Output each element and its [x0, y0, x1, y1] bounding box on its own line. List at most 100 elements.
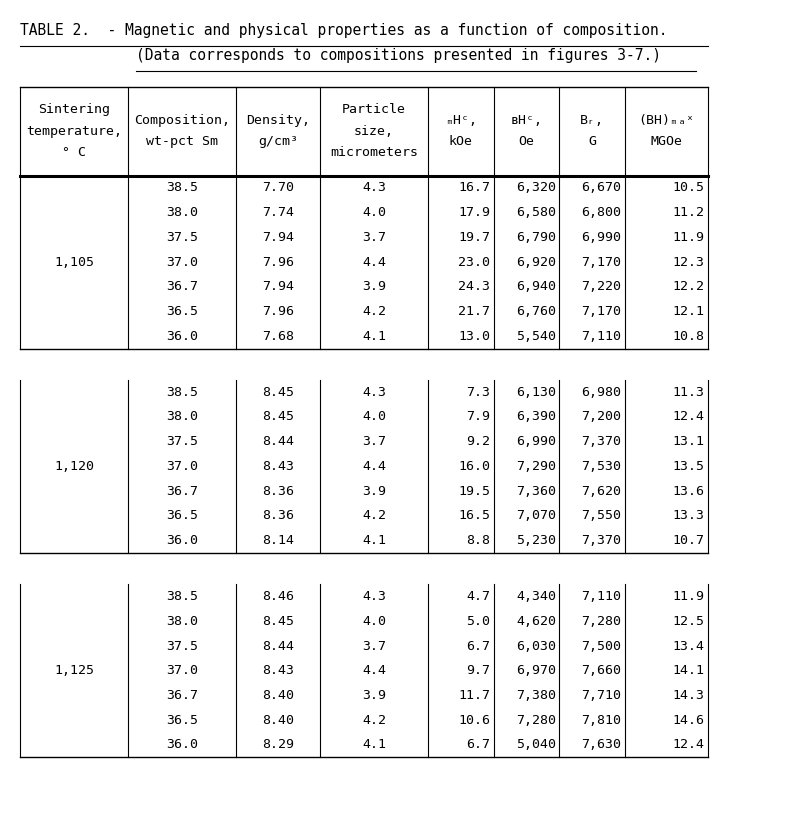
Text: 14.1: 14.1	[673, 664, 705, 677]
Text: Oe: Oe	[518, 135, 534, 148]
Text: 4.2: 4.2	[362, 509, 386, 522]
Text: 7,360: 7,360	[516, 485, 556, 498]
Text: 3.7: 3.7	[362, 435, 386, 448]
Text: 8.44: 8.44	[262, 435, 294, 448]
Text: 24.3: 24.3	[458, 280, 490, 293]
Text: 16.7: 16.7	[458, 181, 490, 194]
Text: 4.1: 4.1	[362, 330, 386, 343]
Text: 4.1: 4.1	[362, 534, 386, 547]
Text: 7.70: 7.70	[262, 181, 294, 194]
Text: 14.6: 14.6	[673, 714, 705, 727]
Text: 7,170: 7,170	[582, 305, 622, 318]
Text: 6,320: 6,320	[516, 181, 556, 194]
Text: 7.96: 7.96	[262, 255, 294, 269]
Text: 6,390: 6,390	[516, 410, 556, 424]
Text: 4.0: 4.0	[362, 615, 386, 628]
Text: 14.3: 14.3	[673, 689, 705, 702]
Text: 38.0: 38.0	[166, 615, 198, 628]
Text: 4.7: 4.7	[466, 590, 490, 603]
Text: 4.4: 4.4	[362, 664, 386, 677]
Text: 6,940: 6,940	[516, 280, 556, 293]
Text: g/cm³: g/cm³	[258, 135, 298, 148]
Text: 6,920: 6,920	[516, 255, 556, 269]
Text: 13.6: 13.6	[673, 485, 705, 498]
Text: 13.5: 13.5	[673, 460, 705, 473]
Text: 6,580: 6,580	[516, 206, 556, 219]
Text: 37.0: 37.0	[166, 255, 198, 269]
Text: 6,980: 6,980	[582, 386, 622, 399]
Text: 4.4: 4.4	[362, 460, 386, 473]
Text: 8.36: 8.36	[262, 509, 294, 522]
Text: 5,040: 5,040	[516, 738, 556, 751]
Text: 7,810: 7,810	[582, 714, 622, 727]
Text: 4.3: 4.3	[362, 590, 386, 603]
Text: 7,370: 7,370	[582, 435, 622, 448]
Text: 36.7: 36.7	[166, 485, 198, 498]
Text: 8.45: 8.45	[262, 410, 294, 424]
Text: 6,800: 6,800	[582, 206, 622, 219]
Text: 37.0: 37.0	[166, 460, 198, 473]
Text: ₘHᶜ,: ₘHᶜ,	[445, 114, 477, 127]
Text: 36.5: 36.5	[166, 714, 198, 727]
Text: 17.9: 17.9	[458, 206, 490, 219]
Text: 11.3: 11.3	[673, 386, 705, 399]
Text: 7,710: 7,710	[582, 689, 622, 702]
Text: Sintering: Sintering	[38, 103, 110, 116]
Text: 4,340: 4,340	[516, 590, 556, 603]
Text: 1,120: 1,120	[54, 460, 94, 473]
Text: 3.7: 3.7	[362, 231, 386, 244]
Text: 3.9: 3.9	[362, 485, 386, 498]
Text: 5.0: 5.0	[466, 615, 490, 628]
Text: 4.2: 4.2	[362, 714, 386, 727]
Text: 1,105: 1,105	[54, 255, 94, 269]
Text: 12.3: 12.3	[673, 255, 705, 269]
Text: ʙHᶜ,: ʙHᶜ,	[510, 114, 542, 127]
Text: Bᵣ,: Bᵣ,	[580, 114, 604, 127]
Text: 8.45: 8.45	[262, 386, 294, 399]
Text: size,: size,	[354, 124, 394, 138]
Text: 38.5: 38.5	[166, 590, 198, 603]
Text: 7,630: 7,630	[582, 738, 622, 751]
Text: 8.14: 8.14	[262, 534, 294, 547]
Text: 7,290: 7,290	[516, 460, 556, 473]
Text: 6,970: 6,970	[516, 664, 556, 677]
Text: 36.0: 36.0	[166, 738, 198, 751]
Text: G: G	[588, 135, 596, 148]
Text: 7.74: 7.74	[262, 206, 294, 219]
Text: 8.44: 8.44	[262, 639, 294, 653]
Text: 7.94: 7.94	[262, 280, 294, 293]
Text: 9.7: 9.7	[466, 664, 490, 677]
Text: 12.4: 12.4	[673, 410, 705, 424]
Text: Composition,: Composition,	[134, 114, 230, 127]
Text: (BH)ₘₐˣ: (BH)ₘₐˣ	[638, 114, 694, 127]
Text: 4,620: 4,620	[516, 615, 556, 628]
Text: 4.3: 4.3	[362, 386, 386, 399]
Text: 36.7: 36.7	[166, 280, 198, 293]
Text: 3.9: 3.9	[362, 689, 386, 702]
Text: 6,670: 6,670	[582, 181, 622, 194]
Text: 36.5: 36.5	[166, 305, 198, 318]
Text: 36.0: 36.0	[166, 330, 198, 343]
Text: 11.9: 11.9	[673, 231, 705, 244]
Text: 16.0: 16.0	[458, 460, 490, 473]
Text: 12.2: 12.2	[673, 280, 705, 293]
Text: (Data corresponds to compositions presented in figures 3-7.): (Data corresponds to compositions presen…	[136, 48, 661, 63]
Text: 13.3: 13.3	[673, 509, 705, 522]
Text: TABLE 2.  - Magnetic and physical properties as a function of composition.: TABLE 2. - Magnetic and physical propert…	[20, 23, 667, 38]
Text: 5,230: 5,230	[516, 534, 556, 547]
Text: 7,380: 7,380	[516, 689, 556, 702]
Text: 19.7: 19.7	[458, 231, 490, 244]
Text: 38.0: 38.0	[166, 410, 198, 424]
Text: 12.5: 12.5	[673, 615, 705, 628]
Text: 13.1: 13.1	[673, 435, 705, 448]
Text: 8.43: 8.43	[262, 664, 294, 677]
Text: 3.9: 3.9	[362, 280, 386, 293]
Text: 7.68: 7.68	[262, 330, 294, 343]
Text: 6.7: 6.7	[466, 639, 490, 653]
Text: 13.4: 13.4	[673, 639, 705, 653]
Text: 7,280: 7,280	[582, 615, 622, 628]
Text: 37.5: 37.5	[166, 231, 198, 244]
Text: temperature,: temperature,	[26, 124, 122, 138]
Text: 6,990: 6,990	[582, 231, 622, 244]
Text: 1,125: 1,125	[54, 664, 94, 677]
